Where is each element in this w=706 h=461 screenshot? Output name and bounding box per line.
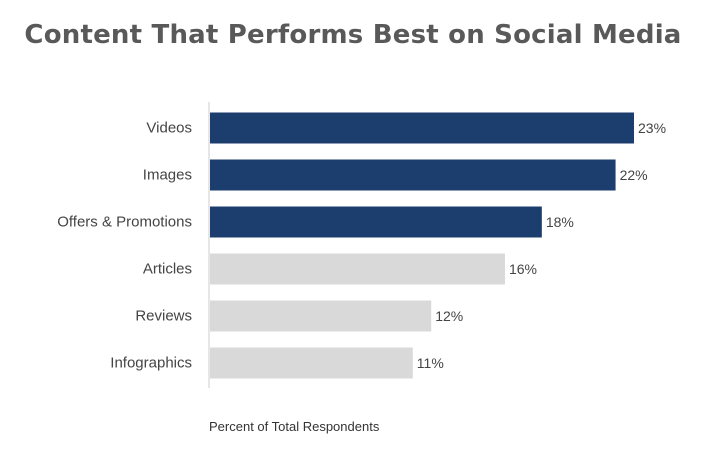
x-axis-label: Percent of Total Respondents xyxy=(209,419,380,434)
category-label-offers-and-promotions: Offers & Promotions xyxy=(57,214,192,231)
value-label-images: 22% xyxy=(620,167,648,183)
category-label-videos: Videos xyxy=(146,120,192,137)
category-label-articles: Articles xyxy=(143,261,192,278)
bar-videos xyxy=(210,112,634,144)
bar-reviews xyxy=(210,300,432,332)
value-label-reviews: 12% xyxy=(435,308,463,324)
bar-infographics xyxy=(210,347,413,379)
category-label-reviews: Reviews xyxy=(135,308,192,325)
bar-articles xyxy=(210,253,505,285)
bar-images xyxy=(210,159,616,191)
category-label-images: Images xyxy=(143,167,192,184)
chart-title: Content That Performs Best on Social Med… xyxy=(24,20,682,50)
value-label-videos: 23% xyxy=(638,120,666,136)
value-label-offers-and-promotions: 18% xyxy=(546,214,574,230)
bars-group: Videos 23% Images 22% Offers & Promotions 18%… xyxy=(57,112,666,379)
value-label-articles: 16% xyxy=(509,261,537,277)
category-label-infographics: Infographics xyxy=(110,355,192,372)
value-label-infographics: 11% xyxy=(417,355,444,371)
bar-offers-and-promotions xyxy=(210,206,542,238)
